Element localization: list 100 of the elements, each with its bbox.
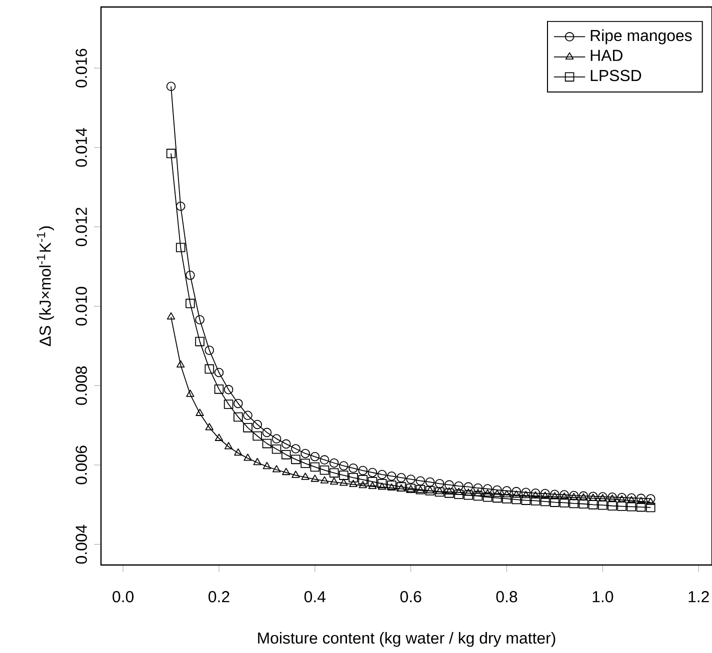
- point: [540, 496, 550, 506]
- point: [300, 458, 310, 468]
- y-tick-label: 0.004: [76, 524, 87, 564]
- point: [186, 390, 194, 397]
- point: [397, 484, 406, 492]
- point: [205, 423, 214, 430]
- x-axis-title: Moisture content (kg water / kg dry matter): [258, 632, 556, 647]
- point: [386, 480, 396, 490]
- point: [292, 470, 300, 478]
- point: [454, 481, 464, 491]
- point: [434, 478, 444, 488]
- point: [588, 500, 598, 510]
- point: [214, 384, 224, 394]
- x-tick-label: 0.8: [496, 591, 518, 602]
- point: [234, 448, 242, 456]
- point: [281, 439, 291, 449]
- point: [349, 480, 358, 487]
- point: [340, 478, 348, 486]
- point: [377, 478, 387, 488]
- point: [512, 494, 521, 504]
- point: [626, 502, 636, 512]
- point: [214, 434, 224, 441]
- point: [176, 202, 186, 211]
- point: [473, 483, 483, 493]
- point: [166, 82, 176, 92]
- legend-label: LPSSD: [590, 70, 642, 82]
- point: [368, 477, 378, 486]
- y-tick-label: 0.008: [76, 366, 87, 405]
- point: [521, 496, 531, 505]
- point: [301, 472, 310, 480]
- point: [482, 492, 492, 502]
- point: [320, 476, 329, 484]
- point: [195, 336, 204, 346]
- point: [560, 498, 569, 508]
- x-tick-label: 1.2: [688, 591, 709, 602]
- point: [310, 462, 320, 472]
- point: [522, 490, 530, 498]
- legend-label: Ripe mangoes: [590, 29, 692, 44]
- point: [176, 360, 185, 368]
- point: [262, 462, 272, 470]
- point: [396, 482, 406, 492]
- point: [348, 473, 358, 482]
- point: [291, 454, 300, 464]
- point: [310, 474, 319, 482]
- point: [368, 468, 378, 478]
- point: [608, 494, 616, 502]
- point: [386, 471, 396, 481]
- x-tick-label: 1.0: [592, 591, 614, 602]
- point: [540, 488, 550, 498]
- point: [492, 485, 502, 495]
- point: [204, 346, 214, 355]
- point: [626, 493, 636, 503]
- point: [358, 480, 367, 488]
- point: [234, 412, 243, 422]
- point: [378, 482, 386, 490]
- point: [598, 500, 608, 510]
- point: [186, 270, 195, 280]
- point: [493, 490, 502, 497]
- point: [300, 448, 310, 458]
- y-tick-label: 0.012: [76, 208, 87, 246]
- y-tick-label: 0.016: [76, 48, 87, 88]
- point: [310, 452, 320, 462]
- y-tick-label: 0.010: [76, 286, 87, 326]
- point: [243, 423, 252, 432]
- point: [512, 490, 520, 498]
- point: [531, 491, 540, 498]
- point: [358, 466, 368, 476]
- y-axis-title: ΔS (kJ×mol$^{-1}$K$^{-1}$): [36, 226, 54, 346]
- point: [262, 428, 272, 438]
- point: [166, 148, 176, 158]
- point: [166, 312, 176, 320]
- point: [320, 465, 330, 475]
- point: [377, 470, 387, 480]
- point: [636, 494, 646, 503]
- point: [473, 491, 483, 501]
- point: [550, 492, 559, 500]
- point: [445, 487, 454, 495]
- point: [214, 368, 224, 378]
- point: [598, 494, 607, 502]
- point: [464, 490, 474, 500]
- point: [272, 465, 281, 472]
- point: [636, 502, 646, 512]
- point: [426, 486, 434, 494]
- point: [253, 458, 262, 466]
- point: [530, 496, 540, 506]
- point: [436, 486, 444, 494]
- point: [482, 484, 492, 494]
- point: [244, 454, 252, 461]
- point: [272, 434, 282, 444]
- point: [396, 473, 406, 482]
- point: [272, 444, 282, 454]
- y-tick-label: 0.014: [76, 128, 87, 167]
- point: [224, 384, 234, 394]
- point: [434, 487, 444, 497]
- point: [252, 420, 262, 430]
- point: [502, 490, 511, 498]
- point: [483, 489, 492, 497]
- point: [608, 501, 617, 511]
- point: [262, 438, 272, 448]
- point: [492, 493, 502, 503]
